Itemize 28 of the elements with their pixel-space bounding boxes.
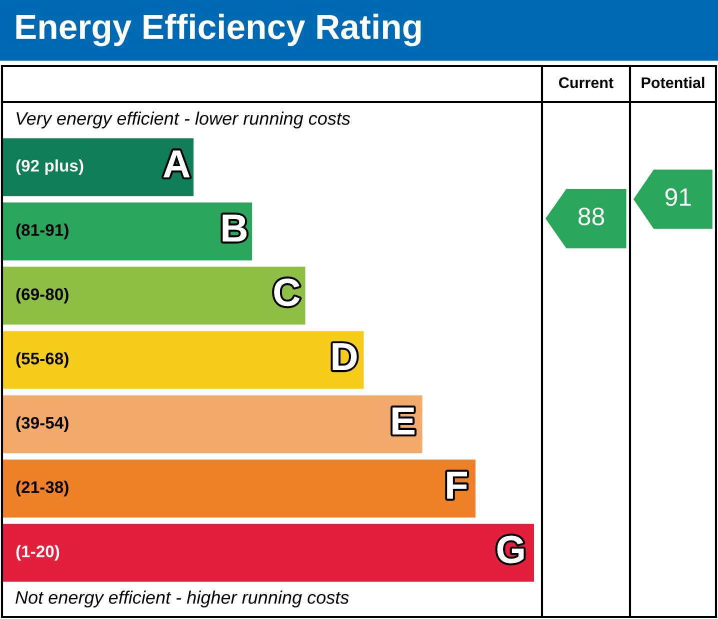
text: Very energy efficient - lower running costs xyxy=(16,112,350,128)
text: Not energy efficient - higher running costs xyxy=(16,590,349,608)
annotation: G xyxy=(497,536,524,564)
annotation: C xyxy=(274,278,300,306)
bar xyxy=(2,524,534,582)
text: 91 xyxy=(665,188,691,206)
annotation: B xyxy=(222,214,247,242)
y-tick-label: (21-38) xyxy=(16,480,68,496)
chart-title: Energy Efficiency Rating xyxy=(16,14,421,46)
text: Potential xyxy=(642,76,704,88)
bar xyxy=(2,202,252,260)
annotation: E xyxy=(392,408,414,434)
text: 88 xyxy=(578,208,604,226)
y-tick-label: (92 plus) xyxy=(16,159,84,175)
y-tick-label: (55-68) xyxy=(16,352,68,368)
annotation: F xyxy=(447,472,467,499)
y-tick-label: (81-91) xyxy=(16,224,68,240)
bar xyxy=(2,266,306,325)
bar xyxy=(2,460,476,518)
y-tick-label: (39-54) xyxy=(16,416,68,432)
annotation: D xyxy=(332,343,357,370)
y-tick-label: (69-80) xyxy=(16,288,68,304)
bar xyxy=(2,138,194,196)
bar xyxy=(2,395,422,454)
annotation: A xyxy=(164,150,190,178)
text: Current xyxy=(559,77,614,88)
bar xyxy=(2,331,364,389)
y-tick-label: (1-20) xyxy=(16,545,60,561)
